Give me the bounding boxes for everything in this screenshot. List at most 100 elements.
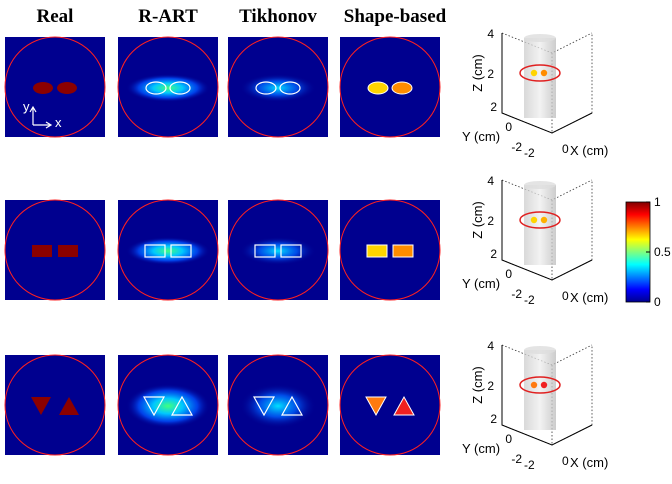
blob: [144, 244, 166, 258]
blob: [365, 396, 387, 417]
blob: [57, 82, 77, 94]
y-tick: -2: [511, 140, 522, 154]
y-tick: 0: [505, 120, 512, 134]
x-tick: 0: [562, 454, 569, 468]
reconstruction-glow: [126, 384, 210, 428]
blob: [59, 397, 79, 415]
target-dot: [530, 216, 538, 224]
blob: [169, 81, 191, 95]
image-panel: [340, 355, 440, 455]
x-tick: -2: [524, 146, 535, 160]
column-header: Shape-based: [344, 6, 447, 27]
z-tick: 2: [487, 67, 494, 81]
target-dot: [540, 69, 548, 77]
blob: [393, 395, 415, 416]
z-tick: 2: [487, 379, 494, 393]
colorbar-tick-label: 0: [654, 295, 661, 309]
cylinder: [524, 350, 556, 430]
target-ring: [519, 376, 561, 394]
column-header: Tikhonov: [239, 6, 317, 27]
cylinder: [524, 185, 556, 265]
target-ring: [519, 211, 561, 229]
x-tick: -2: [524, 293, 535, 307]
axis-hint-y: y: [23, 99, 30, 114]
blob: [33, 82, 53, 94]
reconstruction-glow: [240, 74, 316, 102]
y-tick: -2: [511, 452, 522, 466]
x-label: X (cm): [570, 290, 608, 305]
axis-line: [501, 345, 593, 446]
domain-circle: [339, 354, 441, 456]
target-dot: [530, 69, 538, 77]
blob: [255, 81, 277, 95]
y-tick: 0: [505, 267, 512, 281]
target-ring: [519, 64, 561, 82]
x-tick: -2: [524, 458, 535, 472]
x-label: X (cm): [570, 143, 608, 158]
domain-circle: [4, 199, 106, 301]
z-label: Z (cm): [470, 201, 485, 239]
blob: [170, 244, 192, 258]
x-tick: 0: [562, 142, 569, 156]
cylinder: [524, 38, 556, 118]
z-label: Z (cm): [470, 54, 485, 92]
image-panel: [340, 37, 440, 137]
domain-circle: [117, 199, 219, 301]
colorbar-tick-label: 0.5: [654, 245, 671, 259]
domain-circle: [227, 36, 329, 138]
z-tick: 4: [487, 27, 494, 41]
target-dot: [540, 216, 548, 224]
z-tick: 2: [487, 214, 494, 228]
domain-circle: [117, 36, 219, 138]
cylinder-top: [524, 181, 556, 189]
axis-arrow: [29, 105, 53, 129]
image-panel: [5, 200, 105, 300]
y-tick: -2: [511, 287, 522, 301]
y-tick: 2: [490, 100, 497, 114]
image-panel: [5, 355, 105, 455]
domain-circle: [4, 36, 106, 138]
y-tick: 2: [490, 247, 497, 261]
reconstruction-glow: [240, 384, 316, 428]
reconstruction-glow: [126, 237, 210, 265]
blob: [31, 397, 51, 415]
blob: [280, 244, 302, 258]
domain-circle: [339, 199, 441, 301]
blob: [58, 245, 78, 257]
blob: [170, 395, 194, 416]
axis-line: [501, 180, 593, 281]
cylinder-top: [524, 34, 556, 42]
reconstruction-glow: [126, 74, 210, 102]
axis-line: [501, 33, 593, 134]
cylinder-top: [524, 346, 556, 354]
blob: [252, 396, 276, 417]
blob: [279, 81, 301, 95]
blob: [391, 81, 413, 95]
blob: [280, 395, 304, 416]
x-tick: 0: [562, 289, 569, 303]
colorbar-tick-label: 1: [654, 195, 661, 209]
x-label: X (cm): [570, 455, 608, 470]
domain-circle: [4, 354, 106, 456]
blob: [392, 244, 414, 258]
y-label: Y (cm): [462, 129, 500, 144]
z-tick: 4: [487, 174, 494, 188]
target-dot: [530, 381, 538, 389]
z-tick: 4: [487, 339, 494, 353]
column-header: R-ART: [138, 6, 198, 27]
domain-circle: [117, 354, 219, 456]
blob: [366, 244, 388, 258]
blob: [254, 244, 276, 258]
y-tick: 0: [505, 432, 512, 446]
domain-circle: [339, 36, 441, 138]
column-header: Real: [37, 6, 74, 27]
y-label: Y (cm): [462, 276, 500, 291]
target-dot: [540, 381, 548, 389]
blob: [367, 81, 389, 95]
z-label: Z (cm): [470, 366, 485, 404]
domain-circle: [227, 199, 329, 301]
blob: [32, 245, 52, 257]
y-tick: 2: [490, 412, 497, 426]
domain-circle: [227, 354, 329, 456]
